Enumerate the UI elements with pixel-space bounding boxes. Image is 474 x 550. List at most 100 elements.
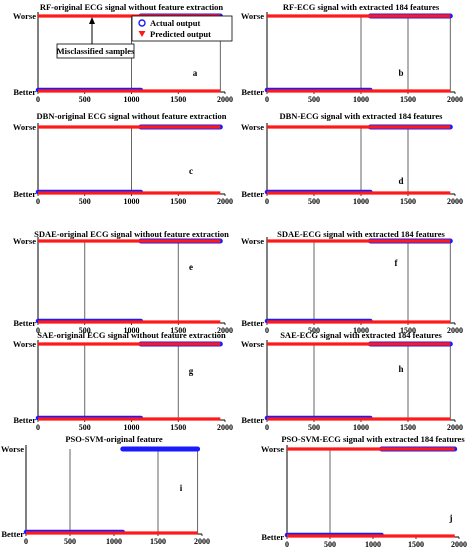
x-tick-label: 500	[308, 197, 320, 206]
panel-title-b: RF-ECG signal with extracted 184 feature…	[283, 2, 440, 12]
x-tick-label: 0	[265, 326, 269, 335]
x-tick-label: 0	[24, 537, 28, 546]
y-tick-worse-e: Worse	[13, 236, 36, 246]
x-tick-label: 1000	[106, 537, 122, 546]
x-tick-label: 0	[265, 95, 269, 104]
x-tick-label: 2000	[194, 537, 210, 546]
x-tick-label: 0	[36, 326, 40, 335]
x-tick-label: 0	[36, 95, 40, 104]
x-tick-label: 2000	[447, 197, 463, 206]
annotation-arrow-head	[89, 17, 95, 24]
x-tick-label: 0	[265, 197, 269, 206]
panel-title-h: SAE-ECG signal with extracted 184 featur…	[280, 330, 442, 340]
x-tick-label: 0	[36, 423, 40, 432]
x-tick-label: 0	[36, 197, 40, 206]
panel-letter-i: i	[180, 483, 183, 493]
y-tick-better-a: Better	[13, 87, 36, 97]
x-tick-label: 1000	[124, 326, 140, 335]
y-tick-worse-f: Worse	[241, 236, 264, 246]
panel-letter-h: h	[398, 364, 403, 374]
y-tick-worse-g: Worse	[13, 339, 36, 349]
x-tick-label: 2000	[447, 95, 463, 104]
y-tick-better-d: Better	[241, 189, 264, 199]
y-tick-worse-d: Worse	[241, 122, 264, 132]
legend-box	[131, 15, 233, 42]
x-tick-label: 1500	[170, 423, 186, 432]
y-tick-worse-b: Worse	[241, 11, 264, 21]
legend-label-actual: Actual output	[150, 18, 200, 28]
y-tick-worse-j: Worse	[261, 444, 284, 454]
y-tick-better-f: Better	[241, 318, 264, 328]
x-tick-label: 1500	[150, 537, 166, 546]
x-tick-label: 500	[79, 326, 91, 335]
panel-title-c: DBN-original ECG signal without feature …	[37, 111, 227, 121]
x-tick-label: 2000	[217, 423, 233, 432]
panel-title-g: SAE-original ECG signal without feature …	[37, 330, 226, 340]
legend-marker-actual	[138, 19, 146, 27]
x-tick-label: 500	[79, 423, 91, 432]
y-tick-worse-c: Worse	[13, 122, 36, 132]
panel-letter-c: c	[189, 166, 193, 176]
panel-letter-j: j	[449, 513, 453, 523]
y-tick-better-b: Better	[241, 87, 264, 97]
annotation-label: Misclassified samples	[57, 46, 135, 56]
panel-title-j: PSO-SVM-ECG signal with extracted 184 fe…	[281, 434, 465, 444]
legend-marker-predicted	[138, 31, 146, 37]
panel-title-d: DBN-ECG signal with extracted 184 featur…	[280, 111, 444, 121]
x-tick-label: 1500	[408, 540, 424, 549]
x-tick-label: 500	[308, 423, 320, 432]
panel-title-f: SDAE-ECG signal with extracted 184 featu…	[277, 229, 445, 239]
panel-letter-b: b	[398, 68, 403, 78]
panel-letter-g: g	[189, 366, 194, 376]
x-tick-label: 2000	[217, 197, 233, 206]
x-tick-label: 1500	[400, 423, 416, 432]
x-tick-label: 1000	[124, 197, 140, 206]
x-tick-label: 1500	[170, 326, 186, 335]
x-tick-label: 500	[308, 326, 320, 335]
panel-title-a: RF-original ECG signal without feature e…	[40, 2, 224, 12]
x-tick-label: 1000	[353, 95, 369, 104]
x-tick-label: 0	[285, 540, 289, 549]
y-tick-better-j: Better	[261, 532, 284, 542]
x-tick-label: 500	[79, 95, 91, 104]
x-tick-label: 1000	[124, 423, 140, 432]
x-tick-label: 1000	[353, 423, 369, 432]
x-tick-label: 500	[79, 197, 91, 206]
panel-letter-d: d	[398, 176, 403, 186]
x-tick-label: 1500	[400, 95, 416, 104]
x-tick-label: 1000	[353, 326, 369, 335]
x-tick-label: 2000	[451, 540, 467, 549]
x-tick-label: 2000	[217, 326, 233, 335]
x-tick-label: 1500	[170, 95, 186, 104]
x-tick-label: 2000	[447, 423, 463, 432]
x-tick-label: 1000	[365, 540, 381, 549]
x-tick-label: 1000	[124, 95, 140, 104]
y-tick-better-g: Better	[13, 415, 36, 425]
y-tick-worse-i: Worse	[1, 444, 24, 454]
x-tick-label: 2000	[217, 95, 233, 104]
x-tick-label: 2000	[447, 326, 463, 335]
y-tick-worse-h: Worse	[241, 339, 264, 349]
x-tick-label: 1000	[353, 197, 369, 206]
y-tick-better-e: Better	[13, 318, 36, 328]
x-tick-label: 500	[324, 540, 336, 549]
x-tick-label: 1500	[400, 197, 416, 206]
x-tick-label: 500	[308, 95, 320, 104]
y-tick-worse-a: Worse	[13, 11, 36, 21]
x-tick-label: 500	[64, 537, 76, 546]
panel-letter-e: e	[189, 262, 193, 272]
x-tick-label: 1500	[400, 326, 416, 335]
y-tick-better-h: Better	[241, 415, 264, 425]
panel-letter-f: f	[395, 258, 399, 268]
panel-letter-a: a	[193, 68, 198, 78]
legend-label-predicted: Predicted output	[150, 29, 211, 39]
x-tick-label: 0	[265, 423, 269, 432]
x-tick-label: 1500	[170, 197, 186, 206]
y-tick-better-i: Better	[1, 529, 24, 539]
panel-title-i: PSO-SVM-original feature	[65, 434, 163, 444]
y-tick-better-c: Better	[13, 189, 36, 199]
annotation-box	[56, 43, 135, 59]
panel-title-e: SDAE-original ECG signal without feature…	[34, 229, 229, 239]
